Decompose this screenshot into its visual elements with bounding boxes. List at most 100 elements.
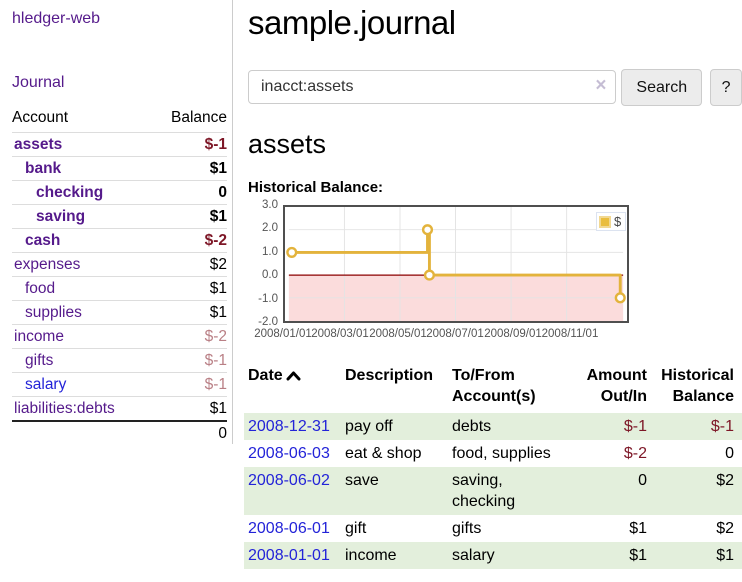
transaction-balance: 0 xyxy=(725,445,734,462)
account-link-saving[interactable]: saving xyxy=(36,207,86,225)
amount-column-header: Amount Out/In xyxy=(586,367,647,405)
transaction-date-link[interactable]: 2008-06-02 xyxy=(248,472,330,489)
transaction-description: gift xyxy=(345,520,367,537)
account-link-salary[interactable]: salary xyxy=(25,375,67,393)
transaction-balance: $2 xyxy=(716,472,734,489)
transaction-description: pay off xyxy=(345,418,393,435)
accounts-total-row: 0 xyxy=(12,420,227,445)
account-row: liabilities:debts $1 xyxy=(12,396,227,422)
account-link-food[interactable]: food xyxy=(25,279,56,297)
y-axis-tick: 3.0 xyxy=(262,199,278,211)
account-row: food $1 xyxy=(12,276,227,301)
transaction-accounts: debts xyxy=(452,418,492,435)
accounts-table-header: Account Balance xyxy=(12,106,227,133)
register-row: 2008-06-03 eat & shop food, supplies $-2… xyxy=(244,440,742,467)
transaction-balance: $2 xyxy=(716,520,734,537)
register-row: 2008-12-31 pay off debts $-1 $-1 xyxy=(244,413,742,440)
account-link-cash[interactable]: cash xyxy=(25,231,61,249)
transaction-amount: $-2 xyxy=(623,445,647,462)
chart-legend: $ xyxy=(596,212,627,231)
transaction-date-link[interactable]: 2008-06-01 xyxy=(248,520,330,537)
account-page-title: assets xyxy=(248,129,327,159)
account-balance: $1 xyxy=(151,156,227,181)
y-axis-tick: 2.0 xyxy=(262,222,278,234)
x-axis-tick: 2008/11/01 xyxy=(541,328,599,340)
main-content: sample.journal × Search ? assets Histori… xyxy=(244,0,742,569)
account-row: expenses $2 xyxy=(12,252,227,277)
clear-search-icon[interactable]: × xyxy=(595,75,607,96)
transaction-amount: $1 xyxy=(629,547,647,564)
account-row: checking 0 xyxy=(12,180,227,205)
transaction-accounts: saving, checking xyxy=(452,472,516,510)
search-button[interactable]: Search xyxy=(621,69,703,106)
transaction-description: eat & shop xyxy=(345,445,422,462)
account-column-header: Account xyxy=(12,106,152,133)
account-row: assets $-1 xyxy=(12,132,227,157)
transaction-amount: $-1 xyxy=(623,418,647,435)
x-axis-tick: 2008/05/01 xyxy=(369,328,427,340)
sort-ascending-icon xyxy=(286,371,301,381)
transaction-amount: $1 xyxy=(629,520,647,537)
search-input[interactable] xyxy=(248,70,617,104)
account-link-supplies[interactable]: supplies xyxy=(25,303,82,321)
date-header-label: Date xyxy=(248,367,283,384)
transaction-date-link[interactable]: 2008-12-31 xyxy=(248,418,330,435)
account-balance: $-1 xyxy=(151,348,227,373)
data-point-markers xyxy=(286,224,626,304)
legend-label: $ xyxy=(614,214,622,229)
x-axis-tick: 2008/01/01 xyxy=(254,328,312,340)
date-column-header[interactable]: Date xyxy=(244,363,341,413)
sidebar-item-journal[interactable]: Journal xyxy=(12,74,65,91)
account-balance: $-2 xyxy=(151,228,227,253)
account-balance: $-1 xyxy=(151,132,227,157)
account-row: cash $-2 xyxy=(12,228,227,253)
historical-balance-chart: 3.0 2.0 1.0 0.0 -1.0 -2.0 xyxy=(244,199,742,345)
accounts-table: Account Balance assets $-1 bank $1 check… xyxy=(12,106,227,445)
app-title-link[interactable]: hledger-web xyxy=(12,10,101,27)
transaction-balance: $-1 xyxy=(710,418,734,435)
account-balance: $1 xyxy=(151,204,227,229)
account-link-assets[interactable]: assets xyxy=(14,135,63,153)
account-link-income[interactable]: income xyxy=(14,327,64,345)
account-link-bank[interactable]: bank xyxy=(25,159,62,177)
chart-title: Historical Balance: xyxy=(248,179,384,196)
help-button[interactable]: ? xyxy=(710,69,742,106)
register-table: Date Description To/From Account(s) Amou… xyxy=(244,363,742,569)
account-link-checking[interactable]: checking xyxy=(36,183,104,201)
account-link-liabilities-debts[interactable]: liabilities:debts xyxy=(14,399,115,417)
sidebar: hledger-web Journal Account Balance asse… xyxy=(0,0,233,445)
transaction-date-link[interactable]: 2008-06-03 xyxy=(248,445,330,462)
x-axis-tick: 2008/09/01 xyxy=(484,328,542,340)
y-axis-tick: 0.0 xyxy=(262,269,278,281)
x-axis-tick: 2008/07/01 xyxy=(426,328,484,340)
balance-column-header: Balance xyxy=(151,106,227,133)
legend-swatch xyxy=(599,215,611,228)
transaction-amount: 0 xyxy=(638,472,647,489)
transaction-date-link[interactable]: 2008-01-01 xyxy=(248,547,330,564)
transaction-balance: $1 xyxy=(716,547,734,564)
account-link-gifts[interactable]: gifts xyxy=(25,351,54,369)
transaction-description: income xyxy=(345,547,397,564)
chart-plot-area xyxy=(283,205,629,323)
y-axis-tick: -2.0 xyxy=(258,316,278,328)
balance-column-header: Historical Balance xyxy=(661,367,734,405)
account-row: bank $1 xyxy=(12,156,227,181)
search-form: × Search ? xyxy=(248,69,742,106)
page-title: sample.journal xyxy=(248,4,456,41)
x-axis-tick: 2008/03/01 xyxy=(311,328,369,340)
account-balance: $1 xyxy=(151,300,227,325)
description-column-header: Description xyxy=(345,367,434,384)
account-row: saving $1 xyxy=(12,204,227,229)
register-row: 2008-01-01 income salary $1 $1 xyxy=(244,542,742,569)
account-row: supplies $1 xyxy=(12,300,227,325)
account-link-expenses[interactable]: expenses xyxy=(14,255,81,273)
transaction-accounts: salary xyxy=(452,547,495,564)
transaction-accounts: gifts xyxy=(452,520,482,537)
account-balance: $1 xyxy=(151,396,227,422)
transaction-description: save xyxy=(345,472,379,489)
accounts-column-header: To/From Account(s) xyxy=(452,367,536,405)
account-balance: $-1 xyxy=(151,372,227,397)
account-row: gifts $-1 xyxy=(12,348,227,373)
account-balance: $-2 xyxy=(151,324,227,349)
y-axis-tick: -1.0 xyxy=(258,293,278,305)
